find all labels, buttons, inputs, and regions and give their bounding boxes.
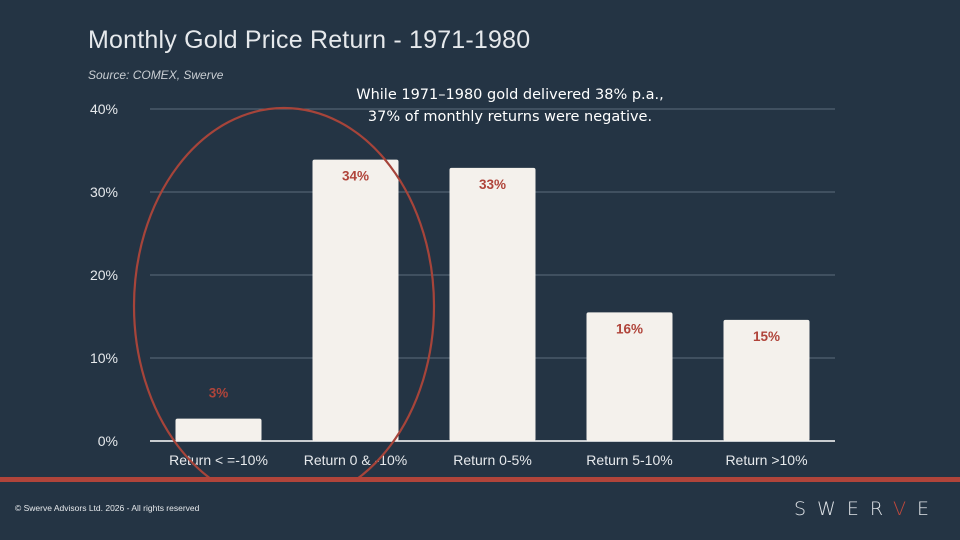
bar-chart: 0%10%20%30%40% 3%34%33%16% 15% Return < =…	[90, 101, 835, 480]
copyright-notice: © Swerve Advisors Ltd. 2026 - All rights…	[15, 503, 200, 513]
data-label: 33%	[479, 177, 506, 192]
x-tick-label: Return 5-10%	[586, 452, 672, 468]
data-label: 3%	[209, 386, 229, 401]
chart-source: Source: COMEX, Swerve	[88, 68, 224, 82]
bar	[723, 319, 810, 441]
data-label: 34%	[342, 169, 369, 184]
data-label: 16%	[616, 321, 643, 336]
data-label: 15%	[753, 329, 780, 344]
bar	[586, 312, 673, 441]
y-tick-label: 0%	[98, 433, 118, 449]
x-axis-ticks: Return < =-10% Return 0 & -10% Return 0-5%…	[169, 452, 807, 468]
x-tick-label: Return 0 & -10%	[304, 452, 408, 468]
brand-logo-suffix: E	[916, 498, 940, 520]
y-tick-label: 30%	[90, 184, 118, 200]
y-tick-label: 40%	[90, 101, 118, 117]
y-tick-label: 20%	[90, 267, 118, 283]
bar	[312, 159, 399, 441]
y-axis-ticks: 0% 10% 20% 30% 40%	[90, 101, 118, 449]
bar	[449, 167, 536, 441]
data-labels: 3% 34% 33% 16% 15%	[209, 169, 780, 401]
annotation-line-1: While 1971–1980 gold delivered 38% p.a.,	[356, 87, 664, 103]
brand-logo-accent: V	[892, 498, 917, 520]
annotation-callout: While 1971–1980 gold delivered 38% p.a.,…	[340, 84, 680, 128]
footer-divider	[0, 477, 960, 482]
annotation-line-2: 37% of monthly returns were negative.	[367, 109, 653, 125]
highlight-ellipse	[132, 106, 436, 480]
chart-title: Monthly Gold Price Return - 1971-1980	[88, 26, 531, 54]
y-tick-label: 10%	[90, 350, 118, 366]
bars	[175, 159, 810, 441]
brand-logo: SWERVE	[794, 498, 940, 520]
bar	[175, 418, 262, 441]
brand-logo-prefix: SWER	[793, 498, 893, 520]
x-tick-label: Return 0-5%	[453, 452, 532, 468]
x-tick-label: Return >10%	[725, 452, 807, 468]
